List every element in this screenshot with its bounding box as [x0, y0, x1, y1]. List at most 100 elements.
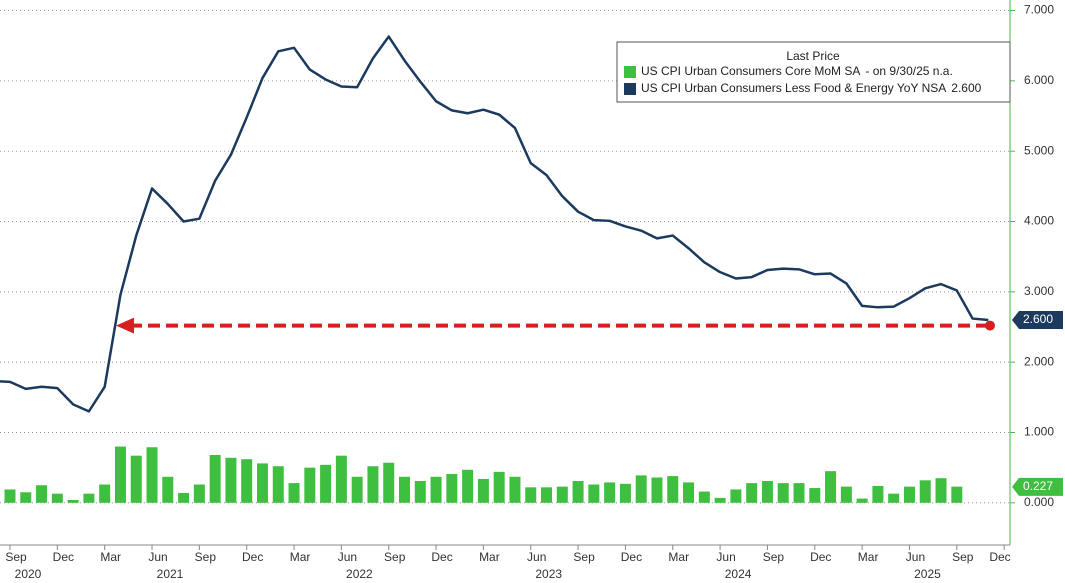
- x-tick-label: Sep: [5, 550, 27, 564]
- legend-swatch: [624, 83, 636, 95]
- line: [0, 35, 989, 413]
- bar: [114, 446, 126, 503]
- legend-value: 2.600: [951, 81, 981, 95]
- y-tick-label: 3.000: [1024, 284, 1054, 298]
- bar: [193, 484, 205, 503]
- bar: [509, 476, 521, 503]
- bar: [272, 466, 284, 503]
- legend-label: US CPI Urban Consumers Core MoM SA: [641, 64, 860, 78]
- last-value-label: 0.227: [1023, 479, 1053, 493]
- bar: [683, 482, 695, 503]
- x-tick-label: Mar: [290, 550, 311, 564]
- x-tick-label: Dec: [242, 550, 263, 564]
- bar: [178, 492, 190, 503]
- x-tick-label: Sep: [952, 550, 974, 564]
- bar: [414, 481, 426, 503]
- x-year-label: 2020: [15, 567, 42, 581]
- x-tick-label: Jun: [148, 550, 167, 564]
- bar: [951, 486, 963, 503]
- x-year-label: 2021: [157, 567, 184, 581]
- bar: [572, 481, 584, 503]
- bar: [714, 497, 726, 503]
- x-tick-label: Sep: [573, 550, 595, 564]
- x-year-label: 2023: [535, 567, 562, 581]
- bar: [840, 486, 852, 503]
- bar: [4, 489, 16, 503]
- bar: [383, 462, 395, 503]
- bar: [225, 457, 237, 503]
- grid: [0, 10, 1010, 504]
- bar: [83, 493, 95, 503]
- x-tick-label: Jun: [527, 550, 546, 564]
- y-tick-label: 1.000: [1024, 425, 1054, 439]
- x-tick-label: Mar: [668, 550, 689, 564]
- bar: [604, 482, 616, 503]
- plot-area: [0, 35, 995, 503]
- bar: [903, 486, 915, 503]
- bar: [493, 471, 505, 503]
- bar: [209, 454, 221, 503]
- x-tick-label: Sep: [763, 550, 785, 564]
- legend-value: - on 9/30/25 n.a.: [865, 64, 952, 78]
- bar: [809, 488, 821, 503]
- bar: [130, 455, 142, 503]
- bar: [256, 463, 268, 503]
- x-tick-label: Dec: [431, 550, 452, 564]
- bar: [888, 493, 900, 503]
- bar: [619, 483, 631, 503]
- bar: [588, 484, 600, 503]
- bar: [20, 492, 32, 503]
- bar: [36, 485, 48, 503]
- bar: [430, 476, 442, 503]
- y-tick-label: 4.000: [1024, 214, 1054, 228]
- bar: [935, 478, 947, 503]
- bar: [651, 477, 663, 503]
- last-value-tag: [1012, 310, 1063, 329]
- bar: [162, 476, 174, 503]
- x-tick-label: Dec: [53, 550, 74, 564]
- reference-arrowhead: [116, 317, 134, 334]
- bar: [399, 476, 410, 503]
- x-tick-label: Mar: [479, 550, 500, 564]
- x-year-label: 2025: [914, 567, 941, 581]
- bar: [99, 484, 111, 503]
- y-tick-label: 6.000: [1024, 73, 1054, 87]
- legend-label: US CPI Urban Consumers Less Food & Energ…: [641, 81, 946, 95]
- x-tick-label: Jun: [716, 550, 735, 564]
- x-tick-label: Sep: [195, 550, 217, 564]
- bar: [856, 498, 868, 503]
- bar: [146, 447, 158, 503]
- bar: [288, 483, 300, 503]
- bar: [320, 464, 332, 503]
- x-tick-label: Jun: [338, 550, 357, 564]
- bar: [541, 487, 553, 503]
- last-value-label: 2.600: [1023, 312, 1053, 326]
- bar: [872, 485, 884, 503]
- bar: [777, 483, 789, 503]
- y-tick-label: 7.000: [1024, 3, 1054, 17]
- y-tick-label: 2.000: [1024, 354, 1054, 368]
- x-year-label: 2024: [725, 567, 752, 581]
- legend-box: [616, 41, 1011, 103]
- bar: [667, 476, 679, 503]
- bar: [793, 483, 805, 503]
- x-tick-label: Dec: [621, 550, 642, 564]
- x-tick-label: Jun: [906, 550, 925, 564]
- bar: [351, 476, 363, 503]
- bar: [698, 491, 710, 503]
- x-tick-label: Dec: [810, 550, 831, 564]
- bar: [525, 487, 537, 503]
- legend-title: Last Price: [786, 49, 840, 63]
- bar: [462, 469, 474, 503]
- y-tick-label: 5.000: [1024, 143, 1054, 157]
- bar: [446, 473, 458, 503]
- x-year-label: 2022: [346, 567, 373, 581]
- bar: [241, 459, 253, 503]
- bar: [825, 471, 837, 503]
- x-tick-label: Dec: [989, 550, 1010, 564]
- bar: [367, 466, 379, 503]
- legend: Last Price US CPI Urban Consumers Core M…: [616, 41, 1011, 103]
- bar: [67, 499, 79, 503]
